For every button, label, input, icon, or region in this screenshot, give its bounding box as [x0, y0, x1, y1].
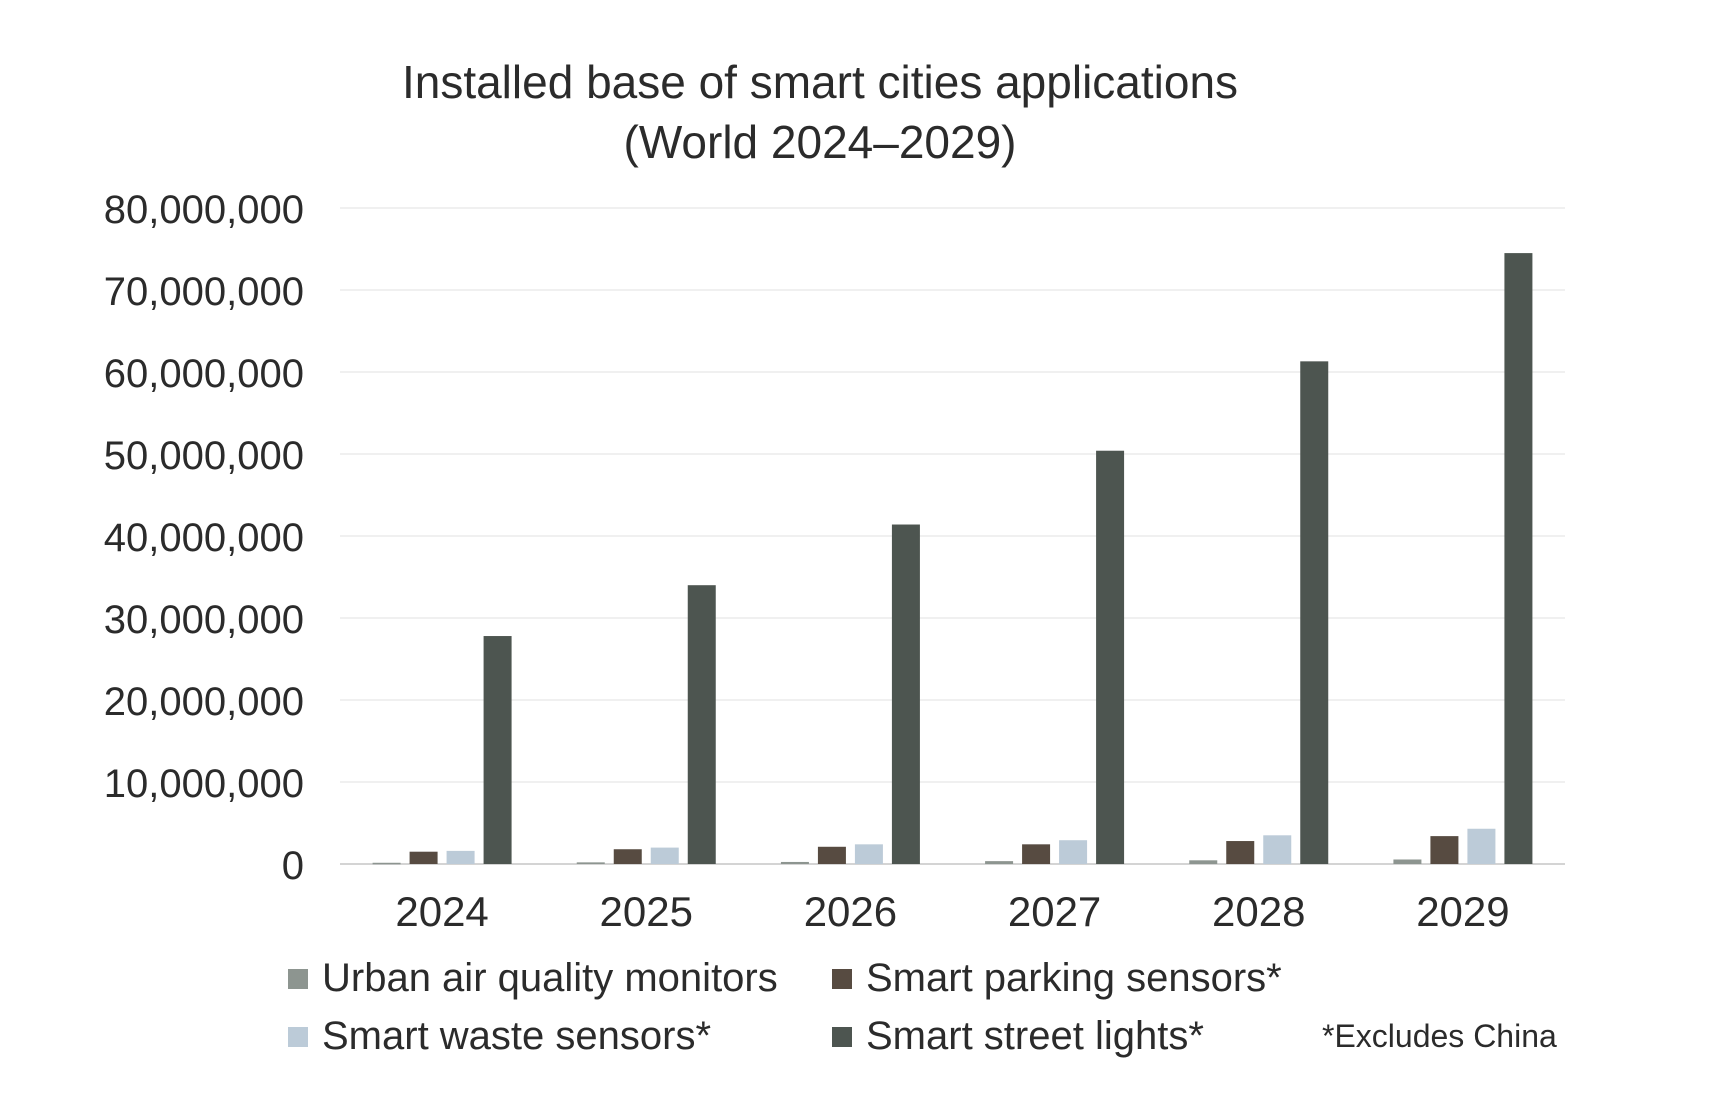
bar-smart-parking-sensors-2027 — [1022, 844, 1051, 864]
legend-item-waste: Smart waste sensors* — [288, 1014, 711, 1059]
bar-smart-parking-sensors-2025 — [613, 849, 642, 864]
bar-smart-waste-sensors-2029 — [1467, 828, 1496, 864]
y-tick-label: 20,000,000 — [104, 680, 304, 724]
legend-item-parking: Smart parking sensors* — [832, 956, 1282, 1001]
bar-urban-air-quality-monitors-2029 — [1393, 859, 1422, 864]
y-tick-label: 70,000,000 — [104, 270, 304, 314]
y-tick-label: 60,000,000 — [104, 352, 304, 396]
x-tick-label: 2026 — [804, 888, 897, 935]
legend-swatch-street-lights — [832, 1026, 852, 1047]
bar-smart-parking-sensors-2026 — [817, 846, 846, 864]
legend-label-street-lights: Smart street lights* — [866, 1014, 1204, 1058]
legend-swatch-parking — [832, 968, 852, 989]
y-tick-label: 10,000,000 — [104, 762, 304, 806]
legend-label-parking: Smart parking sensors* — [866, 956, 1282, 1000]
bar-smart-waste-sensors-2028 — [1263, 835, 1292, 864]
bar-smart-street-lights-2027 — [1096, 450, 1125, 864]
legend-label-waste: Smart waste sensors* — [322, 1014, 712, 1058]
legend-label-air-quality: Urban air quality monitors — [322, 956, 778, 1000]
bar-urban-air-quality-monitors-2027 — [985, 861, 1014, 864]
bar-smart-parking-sensors-2028 — [1226, 841, 1255, 864]
x-tick-label: 2025 — [600, 888, 693, 935]
bar-smart-street-lights-2024 — [483, 636, 512, 864]
bar-smart-street-lights-2029 — [1504, 253, 1533, 865]
x-tick-label: 2024 — [395, 888, 488, 935]
chart-subtitle: (World 2024–2029) — [623, 116, 1017, 168]
legend-swatch-waste — [288, 1026, 308, 1047]
legend-item-street-lights: Smart street lights* — [832, 1014, 1204, 1059]
chart-title: Installed base of smart cities applicati… — [401, 56, 1239, 108]
y-tick-label: 80,000,000 — [104, 188, 304, 232]
bar-urban-air-quality-monitors-2028 — [1189, 860, 1218, 864]
bar-smart-parking-sensors-2029 — [1430, 836, 1459, 864]
bar-urban-air-quality-monitors-2024 — [372, 862, 401, 865]
bar-smart-waste-sensors-2025 — [650, 847, 679, 864]
bar-urban-air-quality-monitors-2026 — [780, 861, 809, 864]
legend-swatch-air-quality — [288, 968, 308, 989]
legend-item-air-quality: Urban air quality monitors — [288, 956, 778, 1001]
y-tick-label: 40,000,000 — [104, 516, 304, 560]
x-tick-label: 2029 — [1416, 888, 1509, 935]
y-tick-label: 0 — [282, 844, 304, 888]
bar-smart-street-lights-2026 — [891, 524, 920, 864]
bar-smart-waste-sensors-2027 — [1059, 840, 1088, 864]
bar-smart-street-lights-2025 — [687, 585, 716, 864]
bar-smart-waste-sensors-2024 — [446, 850, 475, 864]
bar-smart-parking-sensors-2024 — [409, 851, 438, 864]
y-tick-label: 30,000,000 — [104, 598, 304, 642]
footnote: *Excludes China — [1322, 1018, 1557, 1054]
x-tick-label: 2027 — [1008, 888, 1101, 935]
bar-smart-waste-sensors-2026 — [854, 844, 883, 864]
y-tick-label: 50,000,000 — [104, 434, 304, 478]
bar-urban-air-quality-monitors-2025 — [576, 862, 605, 864]
bar-smart-street-lights-2028 — [1300, 361, 1329, 864]
x-tick-label: 2028 — [1212, 888, 1305, 935]
